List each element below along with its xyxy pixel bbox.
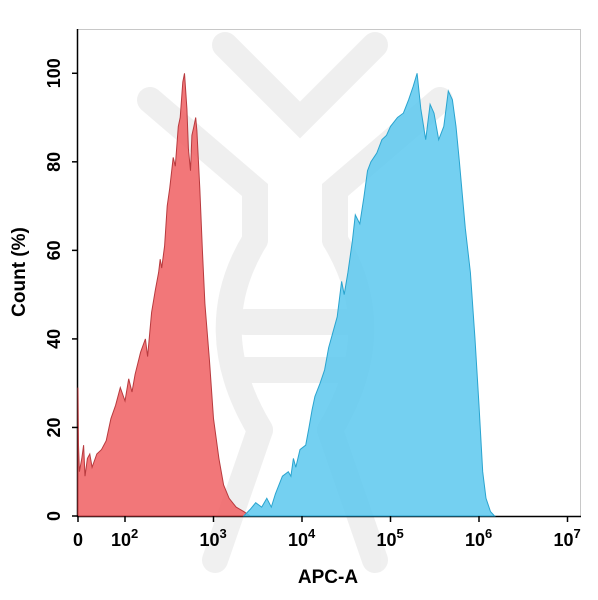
x-tick-label: 102 xyxy=(111,526,138,550)
x-tick-label: 0 xyxy=(73,530,83,550)
y-ticks: 0 20 40 60 80 100 xyxy=(44,58,78,521)
y-tick-label: 60 xyxy=(44,240,64,260)
x-tick-label: 107 xyxy=(554,526,581,550)
x-tick-label: 103 xyxy=(200,526,227,550)
y-tick-label: 80 xyxy=(44,152,64,172)
histogram-area-1 xyxy=(77,73,252,517)
y-tick-label: 40 xyxy=(44,329,64,349)
x-ticks: 0102103104105106107108 xyxy=(73,516,581,550)
x-tick-label: 104 xyxy=(288,526,316,550)
y-tick-label: 0 xyxy=(44,511,64,521)
x-tick-label: 106 xyxy=(465,526,492,550)
y-axis-title: Count (%) xyxy=(9,227,30,317)
x-tick-label: 105 xyxy=(377,526,404,550)
y-tick-label: 20 xyxy=(44,417,64,437)
series-layer xyxy=(77,73,496,517)
x-axis-title: APC-A xyxy=(298,567,358,588)
y-tick-label: 100 xyxy=(44,58,64,88)
histogram-area-2 xyxy=(242,73,496,517)
